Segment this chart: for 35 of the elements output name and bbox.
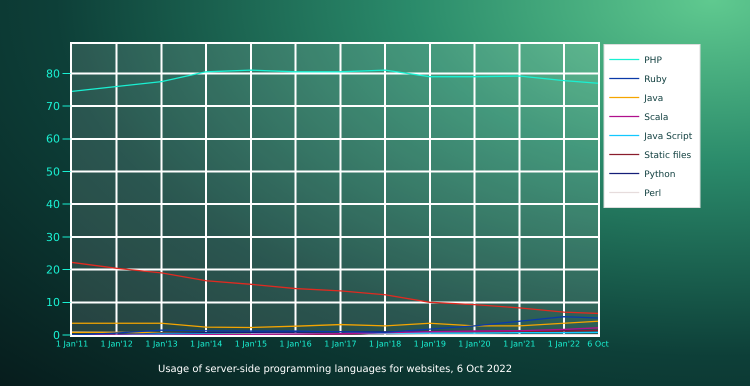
legend-label: Perl — [644, 189, 662, 200]
text: Usage of server-side programming languages for websites, 6 Oct 2022 — [158, 364, 512, 375]
x-tick-label: 1 Jan'21 — [503, 339, 536, 348]
line-series — [72, 262, 598, 314]
x-tick-label: 1 Jan'14 — [190, 339, 222, 348]
x-tick-label: 6 Oct — [587, 339, 609, 348]
x-tick-label: 1 Jan'11 — [56, 339, 88, 348]
y-tick-label: 40 — [46, 198, 60, 212]
x-tick-label: 1 Jan'12 — [100, 339, 133, 348]
y-tick-label: 70 — [46, 100, 60, 113]
line-series — [72, 320, 598, 328]
y-tick-label: 20 — [46, 263, 60, 276]
legend-label: Ruby — [644, 75, 668, 86]
x-tick-label: 1 Jan'22 — [548, 339, 580, 348]
legend-label: PHP — [644, 56, 662, 66]
x-tick-label: 1 Jan'13 — [145, 339, 178, 348]
legend-label: Static files — [644, 151, 692, 162]
line-series — [72, 70, 598, 92]
legend-label: Java Script — [643, 132, 693, 142]
y-tick-label: 60 — [46, 132, 60, 146]
x-tick-label: 1 Jan'17 — [324, 339, 357, 348]
x-tick-label: 1 Jan'19 — [414, 339, 446, 348]
y-tick-label: 10 — [46, 296, 60, 310]
y-tick-label: 80 — [46, 67, 60, 80]
x-tick-label: 1 Jan'15 — [234, 339, 268, 348]
x-tick-label: 1 Jan'16 — [279, 339, 312, 348]
x-tick-label: 1 Jan'20 — [458, 339, 491, 348]
y-tick-label: 50 — [46, 165, 60, 178]
x-tick-label: 1 Jan'18 — [368, 339, 402, 348]
legend-label: Scala — [644, 113, 668, 124]
y-tick-label: 0 — [53, 328, 60, 342]
line-series — [72, 316, 598, 335]
y-tick-label: 30 — [46, 230, 60, 244]
legend-label: Python — [644, 170, 676, 180]
legend-label: Java — [643, 94, 664, 104]
